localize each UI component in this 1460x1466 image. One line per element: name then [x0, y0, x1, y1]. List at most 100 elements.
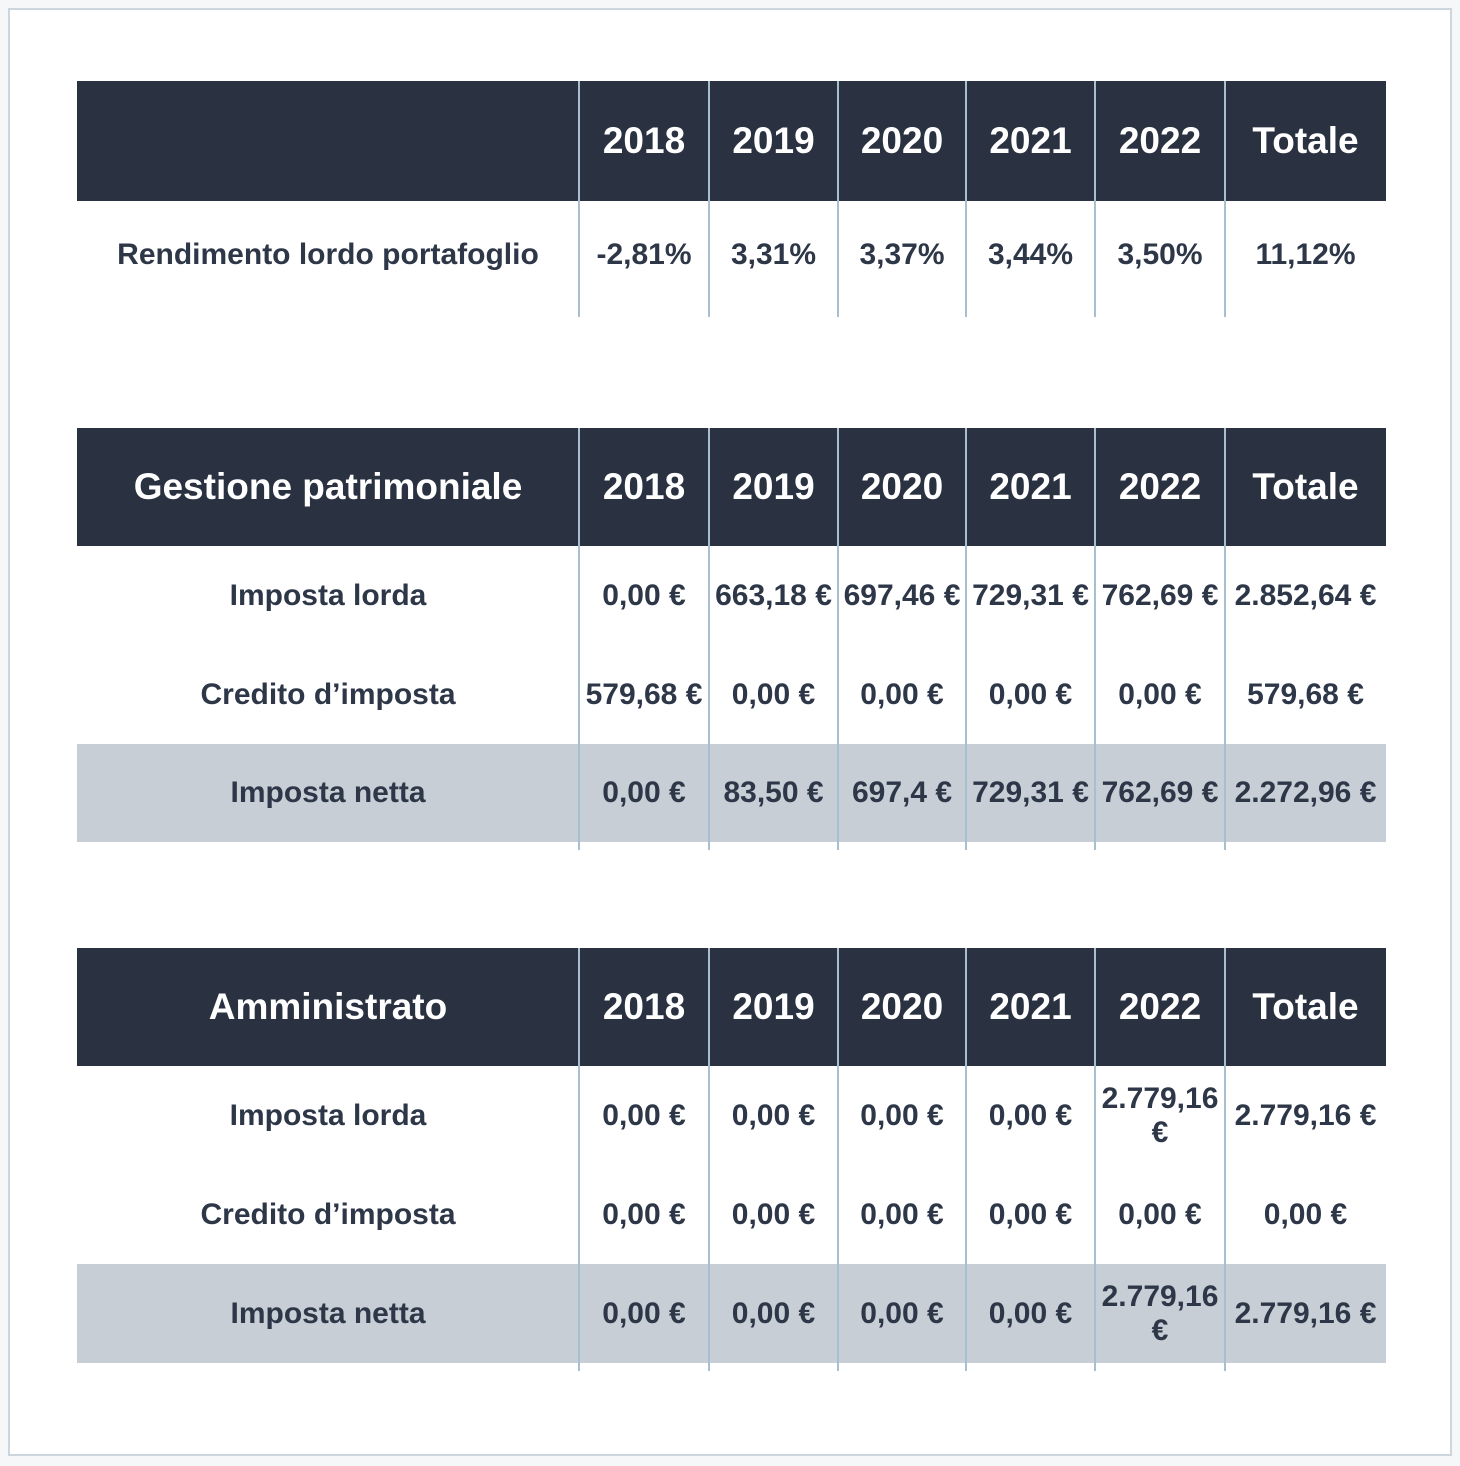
row-label: Imposta netta — [230, 776, 426, 809]
cell-value: 0,00 € — [731, 1197, 816, 1231]
year-column-header: 2021 — [989, 986, 1072, 1027]
year-column-header: 2021 — [989, 120, 1072, 161]
table-header-row: Amministrato 2018 2019 2020 2021 2022 Totale — [77, 948, 1386, 1066]
year-column-header: 2022 — [1118, 466, 1202, 507]
column-divider — [578, 428, 580, 850]
year-column-header: 2019 — [732, 986, 815, 1027]
cell-value: 0,00 € — [988, 1296, 1073, 1330]
year-column-header: 2021 — [989, 466, 1072, 507]
table-amministrato: Amministrato 2018 2019 2020 2021 2022 Totale Im… — [77, 948, 1386, 1371]
column-divider — [837, 81, 839, 317]
cell-value: 0,00 € — [988, 1197, 1073, 1231]
cell-value: 0,00 € — [860, 677, 944, 711]
column-divider — [708, 81, 710, 317]
column-divider — [1224, 948, 1226, 1371]
cell-value: 729,31 € — [972, 776, 1089, 809]
table-header-row: 2018 2019 2020 2021 2022 Totale — [77, 81, 1386, 201]
cell-value: 663,18 € — [715, 578, 832, 612]
cell-value: 579,68 € — [585, 677, 703, 711]
table-row: Credito d’imposta 579,68 € 0,00 € 0,00 € 0,0… — [77, 645, 1386, 744]
cell-value: 2.779,16 € — [1101, 1081, 1219, 1149]
column-divider — [965, 81, 967, 317]
cell-value: 0,00 € — [602, 776, 686, 809]
table-title — [77, 81, 579, 201]
column-divider — [578, 948, 580, 1371]
cell-value: 0,00 € — [731, 1296, 816, 1330]
table-row: Credito d’imposta 0,00 € 0,00 € 0,00 € 0,00 … — [77, 1165, 1386, 1264]
column-divider — [1094, 948, 1096, 1371]
table-title: Amministrato — [208, 986, 448, 1027]
cell-value: 0,00 € — [1263, 1197, 1348, 1231]
column-divider — [578, 81, 580, 317]
cell-value: 0,00 € — [602, 1296, 686, 1330]
cell-value: 3,44% — [987, 238, 1074, 271]
row-label: Rendimento lordo portafoglio — [117, 238, 539, 271]
cell-value: 2.779,16 € — [1234, 1296, 1377, 1330]
column-divider — [1094, 81, 1096, 317]
year-column-header: Totale — [1252, 466, 1359, 507]
column-divider — [1094, 428, 1096, 850]
row-label: Imposta lorda — [229, 1098, 427, 1132]
cell-value: 11,12% — [1255, 238, 1356, 271]
column-divider — [965, 428, 967, 850]
cell-value: 0,00 € — [731, 1098, 816, 1132]
year-column-header: 2018 — [602, 466, 686, 507]
column-divider — [1224, 428, 1226, 850]
cell-value: 0,00 € — [602, 1197, 686, 1231]
cell-value: 0,00 € — [988, 677, 1073, 711]
cell-value: 0,00 € — [860, 1197, 944, 1231]
year-column-header: Totale — [1252, 120, 1359, 161]
column-divider — [837, 948, 839, 1371]
table-row: Imposta netta 0,00 € 83,50 € 697,4 € 729,31 … — [77, 744, 1386, 842]
year-column-header: Totale — [1252, 986, 1359, 1027]
year-column-header: 2018 — [602, 986, 686, 1027]
cell-value: 2.852,64 € — [1234, 578, 1377, 612]
table-row: Imposta lorda 0,00 € 663,18 € 697,46 € 729,3… — [77, 546, 1386, 645]
table-row: Rendimento lordo portafoglio -2,81% 3,31% 3… — [77, 201, 1386, 309]
column-divider — [708, 428, 710, 850]
table-header-row: Gestione patrimoniale 2018 2019 2020 2021 202… — [77, 428, 1386, 546]
cell-value: 0,00 € — [860, 1296, 944, 1330]
cell-value: 0,00 € — [1118, 677, 1202, 711]
year-column-header: 2019 — [732, 120, 815, 161]
cell-value: 3,37% — [859, 238, 945, 271]
year-column-header: 2018 — [602, 120, 686, 161]
table-rendimento: 2018 2019 2020 2021 2022 Totale Rendimento lor… — [77, 81, 1386, 317]
table-row: Imposta lorda 0,00 € 0,00 € 0,00 € 0,00 € 2.7… — [77, 1066, 1386, 1165]
year-column-header: 2019 — [732, 466, 815, 507]
cell-value: 697,46 € — [843, 578, 961, 612]
cell-value: 3,31% — [730, 238, 817, 271]
cell-value: 0,00 € — [860, 1098, 944, 1132]
report-card: 2018 2019 2020 2021 2022 Totale Rendimento lor… — [8, 8, 1452, 1456]
cell-value: 0,00 € — [602, 578, 686, 612]
cell-value: 0,00 € — [731, 677, 816, 711]
cell-value: -2,81% — [596, 238, 692, 271]
row-label: Credito d’imposta — [200, 677, 456, 711]
table-gestione-patrimoniale: Gestione patrimoniale 2018 2019 2020 2021 202… — [77, 428, 1386, 850]
table-title: Gestione patrimoniale — [133, 466, 523, 507]
cell-value: 0,00 € — [988, 1098, 1073, 1132]
column-divider — [965, 948, 967, 1371]
year-column-header: 2020 — [860, 466, 944, 507]
column-divider — [1224, 81, 1226, 317]
year-column-header: 2022 — [1118, 120, 1202, 161]
column-divider — [837, 428, 839, 850]
row-label: Imposta lorda — [229, 578, 427, 612]
cell-value: 83,50 € — [723, 776, 824, 809]
cell-value: 2.272,96 € — [1234, 776, 1377, 809]
cell-value: 2.779,16 € — [1234, 1098, 1377, 1132]
year-column-header: 2020 — [860, 986, 944, 1027]
row-label: Credito d’imposta — [200, 1197, 456, 1231]
cell-value: 697,4 € — [851, 776, 953, 809]
cell-value: 729,31 € — [972, 578, 1089, 612]
cell-value: 762,69 € — [1101, 578, 1219, 612]
cell-value: 0,00 € — [602, 1098, 686, 1132]
row-label: Imposta netta — [230, 1296, 426, 1330]
column-divider — [708, 948, 710, 1371]
cell-value: 2.779,16 € — [1101, 1279, 1219, 1347]
table-row: Imposta netta 0,00 € 0,00 € 0,00 € 0,00 € 2.7… — [77, 1264, 1386, 1363]
cell-value: 579,68 € — [1247, 677, 1364, 711]
cell-value: 0,00 € — [1118, 1197, 1202, 1231]
year-column-header: 2022 — [1118, 986, 1202, 1027]
cell-value: 3,50% — [1117, 238, 1203, 271]
